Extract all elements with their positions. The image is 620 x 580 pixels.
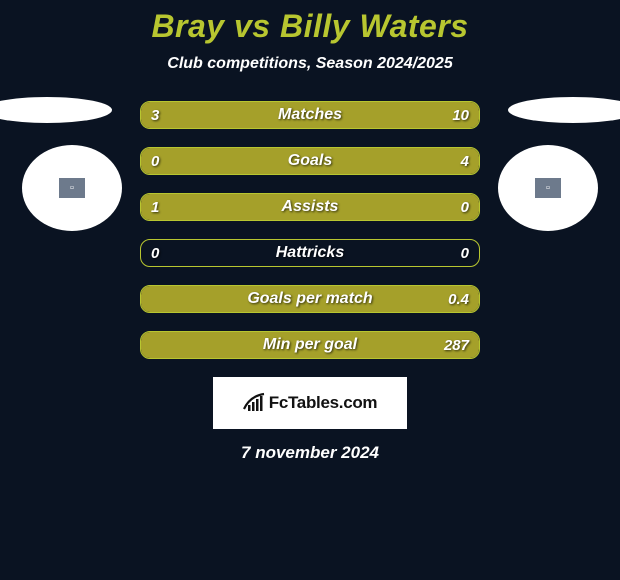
right-oval-decor [508,97,620,123]
stat-row: Goals0 4 [140,147,480,175]
stat-value-right: 287 [444,332,469,358]
date-label: 7 november 2024 [0,443,620,463]
stat-row: Hattricks0 0 [140,239,480,267]
stat-row: Min per goal287 [140,331,480,359]
placeholder-icon: ▫ [59,178,85,198]
placeholder-icon: ▫ [535,178,561,198]
stat-label: Matches [141,102,479,128]
stat-value-right: 0.4 [448,286,469,312]
logo-text: FcTables.com [269,393,378,413]
stat-value-right: 10 [452,102,469,128]
stat-row: Assists1 0 [140,193,480,221]
fctables-logo: FcTables.com [213,377,407,429]
stat-value-left: 0 [151,148,159,174]
stat-bars: Matches310Goals04Assists10Hattricks00Goa… [140,101,480,359]
logo-chart-icon [243,392,265,414]
comparison-card: Bray vs Billy Waters Club competitions, … [0,0,620,463]
stat-label: Assists [141,194,479,220]
page-title: Bray vs Billy Waters [0,8,620,45]
stat-label: Goals per match [141,286,479,312]
subtitle: Club competitions, Season 2024/2025 [0,55,620,73]
stat-value-right: 0 [461,194,469,220]
stat-value-right: 4 [461,148,469,174]
stat-value-left: 3 [151,102,159,128]
stats-area: ▫ ▫ Matches310Goals04Assists10Hattricks0… [0,101,620,359]
stat-value-right: 0 [461,240,469,266]
stat-value-left: 1 [151,194,159,220]
left-player-badge: ▫ [22,145,122,231]
right-player-badge: ▫ [498,145,598,231]
stat-label: Min per goal [141,332,479,358]
stat-label: Hattricks [141,240,479,266]
stat-label: Goals [141,148,479,174]
stat-value-left: 0 [151,240,159,266]
left-oval-decor [0,97,112,123]
stat-row: Matches3 10 [140,101,480,129]
stat-row: Goals per match0.4 [140,285,480,313]
